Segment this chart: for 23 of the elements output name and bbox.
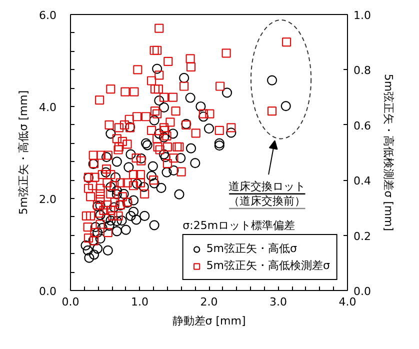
y2-tick-label: 0.0: [354, 285, 371, 298]
y2-axis-title: 5m弦正矢・高低検測差σ [mm]: [382, 74, 395, 232]
legend-label: 5m弦正矢・高低検測差σ: [206, 258, 330, 273]
annotation: （道床交換前）: [228, 194, 306, 208]
x-axis-title: 静動差σ [mm]: [172, 314, 246, 328]
annotation: σ:25mロット標準偏差: [182, 219, 296, 232]
y-axis-title: 5m弦正矢・高低σ [mm]: [17, 90, 30, 215]
y-tick-label: 0.0: [39, 285, 57, 298]
x-tick-label: 1.0: [131, 296, 149, 308]
y2-tick-label: 0.4: [354, 174, 371, 188]
y-tick-label: 6.0: [39, 9, 57, 22]
y-tick-label: 2.0: [39, 193, 57, 206]
y-tick-label: 4.0: [39, 101, 57, 114]
x-tick-label: 4.0: [338, 296, 356, 308]
y2-tick-label: 1.0: [354, 9, 371, 22]
y2-tick-label: 0.8: [354, 64, 371, 78]
legend-label: 5m弦正矢・高低σ: [206, 241, 297, 256]
x-tick-label: 0.0: [62, 296, 80, 308]
annotation: 道床交換ロット: [228, 180, 306, 193]
x-tick-label: 2.0: [200, 296, 218, 308]
y2-tick-label: 0.2: [354, 230, 371, 243]
x-tick-label: 3.0: [270, 296, 288, 308]
y2-tick-label: 0.6: [354, 119, 371, 132]
